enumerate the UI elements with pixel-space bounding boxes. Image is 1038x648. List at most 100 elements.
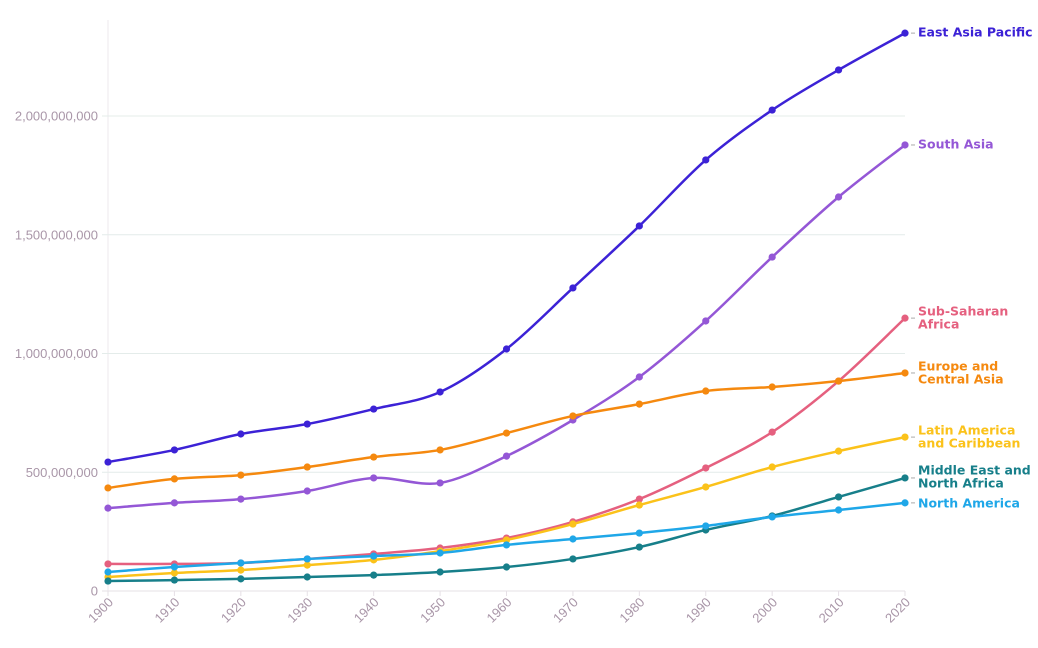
data-point bbox=[104, 458, 112, 466]
x-tick-label: 1920 bbox=[218, 595, 249, 626]
x-tick-label: 1900 bbox=[85, 595, 116, 626]
data-point bbox=[768, 463, 776, 471]
x-tick-label: 1970 bbox=[550, 595, 581, 626]
y-tick-label: 0 bbox=[91, 584, 98, 599]
data-point bbox=[170, 563, 179, 571]
data-point bbox=[901, 499, 909, 507]
data-point bbox=[436, 446, 444, 454]
series-label: North America bbox=[918, 496, 1020, 511]
data-point bbox=[635, 501, 643, 509]
data-point bbox=[170, 576, 179, 584]
data-point bbox=[901, 29, 909, 37]
data-point bbox=[834, 506, 843, 514]
data-point bbox=[768, 106, 776, 114]
data-point bbox=[635, 400, 643, 408]
data-point bbox=[370, 571, 378, 579]
data-point bbox=[436, 549, 444, 557]
data-point bbox=[702, 317, 710, 325]
series-label: Africa bbox=[918, 317, 959, 332]
data-point bbox=[702, 464, 710, 472]
series-label: Europe and bbox=[918, 359, 998, 374]
x-tick-label: 1990 bbox=[683, 595, 714, 626]
data-point bbox=[702, 522, 710, 530]
data-point bbox=[768, 513, 776, 521]
x-tick-label: 1980 bbox=[616, 595, 647, 626]
data-point bbox=[370, 474, 378, 482]
data-point bbox=[436, 568, 444, 576]
data-point bbox=[635, 529, 643, 537]
data-point bbox=[901, 474, 909, 482]
data-point bbox=[569, 284, 577, 292]
y-tick-label: 500,000,000 bbox=[26, 465, 98, 480]
data-point bbox=[635, 495, 643, 503]
data-point bbox=[768, 428, 776, 436]
data-point bbox=[569, 555, 577, 563]
data-point bbox=[104, 577, 112, 585]
data-point bbox=[635, 373, 643, 381]
data-point bbox=[502, 345, 511, 353]
x-tick-label: 2010 bbox=[816, 595, 847, 626]
series-label: East Asia Pacific bbox=[918, 25, 1033, 40]
series-line-2 bbox=[107, 317, 906, 566]
series-label: Sub-Saharan bbox=[918, 304, 1008, 319]
data-point bbox=[170, 569, 179, 577]
data-point bbox=[901, 369, 909, 377]
data-point bbox=[502, 429, 511, 437]
data-point bbox=[702, 156, 710, 164]
data-point bbox=[237, 559, 245, 567]
data-point bbox=[104, 568, 112, 576]
y-tick-label: 2,000,000,000 bbox=[15, 109, 98, 124]
data-point bbox=[569, 520, 577, 528]
data-point bbox=[436, 479, 444, 487]
data-point bbox=[303, 555, 311, 563]
data-point bbox=[834, 493, 843, 501]
data-point bbox=[834, 193, 843, 201]
data-point bbox=[237, 566, 245, 574]
data-point bbox=[370, 453, 378, 461]
data-point bbox=[237, 495, 245, 503]
data-point bbox=[303, 463, 311, 471]
data-point bbox=[170, 499, 179, 507]
data-point bbox=[702, 387, 710, 395]
data-point bbox=[768, 253, 776, 261]
x-tick-label: 1950 bbox=[417, 595, 448, 626]
data-point bbox=[901, 433, 909, 441]
x-tick-label: 1910 bbox=[151, 595, 182, 626]
data-point bbox=[502, 536, 511, 544]
data-point bbox=[834, 447, 843, 455]
data-point bbox=[104, 504, 112, 512]
data-point bbox=[303, 573, 311, 581]
series-label: Middle East and bbox=[918, 463, 1031, 478]
data-point bbox=[104, 560, 112, 568]
x-tick-label: 1960 bbox=[484, 595, 515, 626]
series-label: Latin America bbox=[918, 423, 1015, 438]
data-point bbox=[502, 563, 511, 571]
data-point bbox=[702, 483, 710, 491]
series-label: and Caribbean bbox=[918, 436, 1020, 451]
data-point bbox=[635, 222, 643, 230]
data-point bbox=[901, 314, 909, 322]
data-point bbox=[237, 430, 245, 438]
y-tick-label: 1,500,000,000 bbox=[15, 227, 98, 242]
x-tick-label: 2020 bbox=[882, 595, 913, 626]
data-point bbox=[502, 541, 511, 549]
x-tick-label: 1930 bbox=[284, 595, 315, 626]
data-point bbox=[569, 535, 577, 543]
data-point bbox=[370, 405, 378, 413]
data-point bbox=[237, 471, 245, 479]
data-point bbox=[170, 446, 179, 454]
data-point bbox=[635, 543, 643, 551]
series-label: South Asia bbox=[918, 137, 994, 152]
data-point bbox=[901, 141, 909, 149]
data-point bbox=[370, 552, 378, 560]
series-label: Central Asia bbox=[918, 372, 1004, 387]
data-point bbox=[834, 66, 843, 74]
data-point bbox=[834, 377, 843, 385]
y-tick-label: 1,000,000,000 bbox=[15, 346, 98, 361]
data-point bbox=[569, 412, 577, 420]
data-point bbox=[303, 420, 311, 428]
data-point bbox=[502, 452, 511, 460]
x-tick-label: 1940 bbox=[351, 595, 382, 626]
series-label: North Africa bbox=[918, 476, 1004, 491]
